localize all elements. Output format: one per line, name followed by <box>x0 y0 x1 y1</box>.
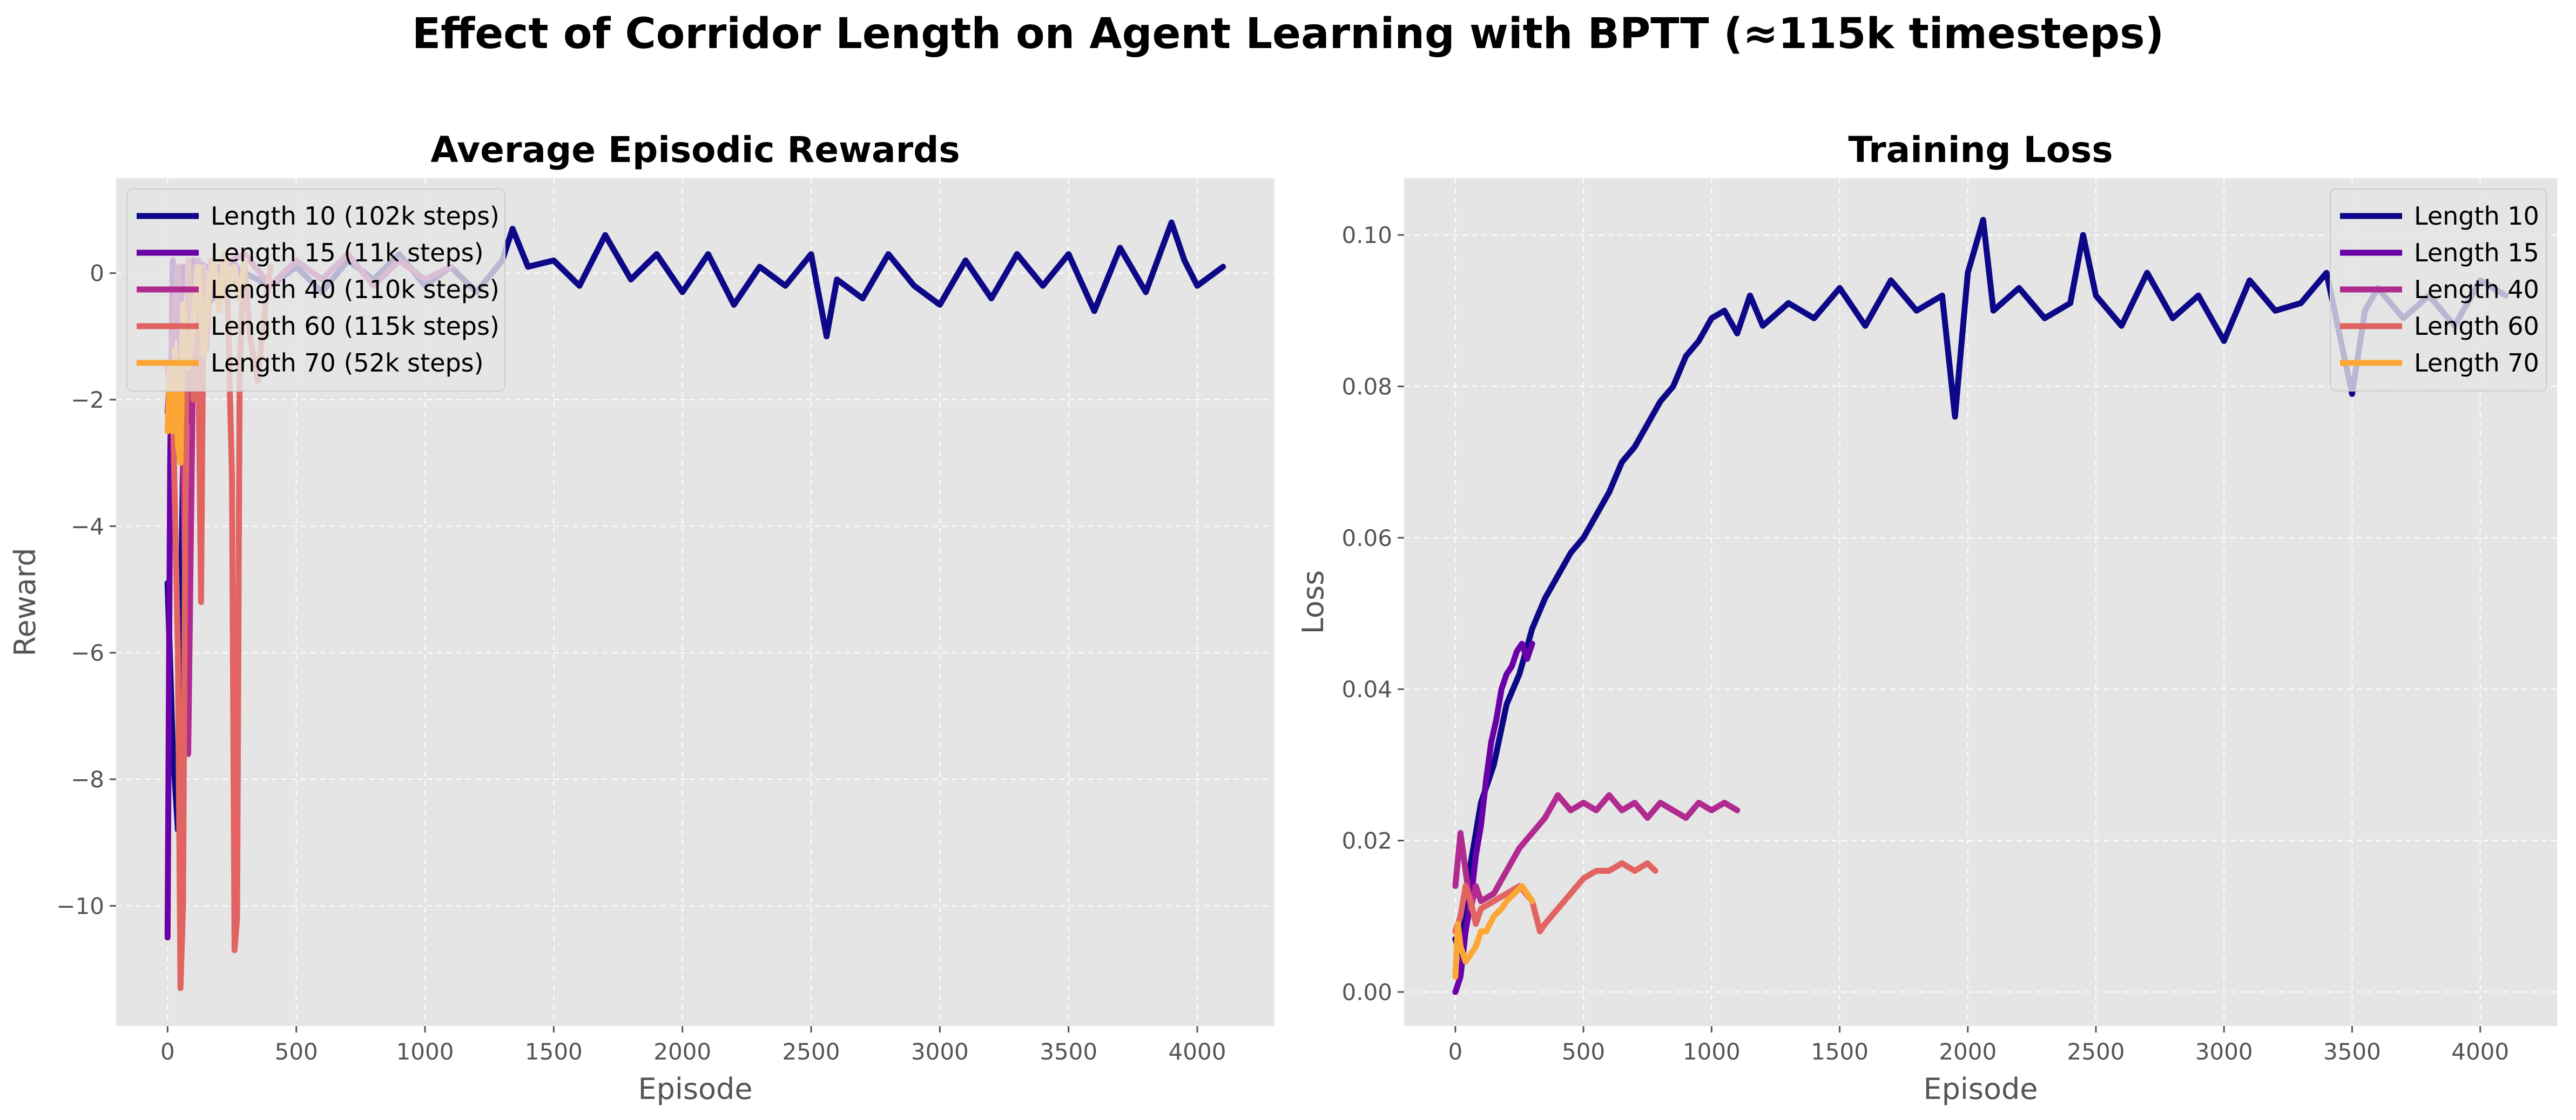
legend-label: Length 60 <box>2414 312 2539 341</box>
series-line-3 <box>1452 792 1741 912</box>
y-tick-label: 0.10 <box>1341 222 1392 248</box>
legend-label: Length 70 <box>2414 348 2539 377</box>
chart-panel-1: 0 500 1000 1500 2000 2500 3000 3500 4000 0 −2 −4 −6 −… <box>8 129 1274 1106</box>
x-tick-label: 0 <box>1448 1038 1463 1065</box>
x-tick-label: 3000 <box>2195 1038 2253 1065</box>
x-tick-label: 4000 <box>2451 1038 2509 1065</box>
x-tick-label: 1000 <box>1683 1038 1741 1065</box>
y-tick-label: −4 <box>71 513 104 539</box>
x-tick-label: 1500 <box>525 1038 583 1065</box>
y-tick-label: 0 <box>90 260 104 287</box>
x-tick-label: 3500 <box>1040 1038 1097 1065</box>
series-line-2 <box>1452 640 1535 995</box>
x-tick-label: 2500 <box>783 1038 840 1065</box>
y-tick-label: −10 <box>56 893 104 919</box>
x-tick-label: 2000 <box>1939 1038 1997 1065</box>
legend: Length 10 (102k steps) Length 15 (11k ste… <box>126 188 505 392</box>
x-tick-label: 1000 <box>396 1038 454 1065</box>
legend-box <box>126 188 505 392</box>
legend-label: Length 15 <box>2414 238 2539 267</box>
x-tick-label: 500 <box>1562 1038 1605 1065</box>
y-axis-label: Reward <box>8 548 42 656</box>
x-axis-label: Episode <box>638 1072 752 1106</box>
panel-title: Average Episodic Rewards <box>430 129 960 171</box>
figure-title: Effect of Corridor Length on Agent Learn… <box>412 10 2164 58</box>
series-line-1 <box>1452 217 2509 957</box>
x-tick-label: 3000 <box>911 1038 969 1065</box>
x-tick-label: 0 <box>160 1038 175 1065</box>
x-tick-label: 1500 <box>1811 1038 1869 1065</box>
legend-label: Length 60 (115k steps) <box>211 312 500 341</box>
y-tick-label: 0.02 <box>1341 828 1392 854</box>
legend-label: Length 40 <box>2414 275 2539 304</box>
legend-label: Length 40 (110k steps) <box>211 275 500 304</box>
y-tick-label: −8 <box>71 766 104 793</box>
legend: Length 10 Length 15 Length 40 Length 60 Leng… <box>2330 188 2547 392</box>
y-tick-label: −6 <box>71 640 104 666</box>
y-tick-label: 0.00 <box>1341 979 1392 1006</box>
legend-box <box>2330 188 2547 392</box>
panel-title: Training Loss <box>1848 129 2113 171</box>
y-axis-label: Loss <box>1296 570 1330 634</box>
y-tick-label: −2 <box>71 387 104 413</box>
legend-label: Length 70 (52k steps) <box>211 348 484 377</box>
y-tick-label: 0.06 <box>1341 525 1392 551</box>
y-tick-label: 0.08 <box>1341 373 1392 400</box>
series-line-5 <box>1452 883 1535 980</box>
chart-panel-2: 0 500 1000 1500 2000 2500 3000 3500 4000 0.00 0.02… <box>1296 129 2557 1106</box>
legend-label: Length 15 (11k steps) <box>211 238 484 267</box>
series-line-4 <box>1452 860 1658 935</box>
x-tick-label: 500 <box>275 1038 318 1065</box>
x-tick-label: 3500 <box>2323 1038 2381 1065</box>
y-tick-label: 0.04 <box>1341 676 1392 703</box>
x-tick-label: 2000 <box>653 1038 711 1065</box>
legend-label: Length 10 <box>2414 201 2539 231</box>
legend-label: Length 10 (102k steps) <box>211 201 500 231</box>
x-axis-label: Episode <box>1923 1072 2038 1106</box>
x-tick-label: 4000 <box>1169 1038 1226 1065</box>
x-tick-label: 2500 <box>2067 1038 2125 1065</box>
